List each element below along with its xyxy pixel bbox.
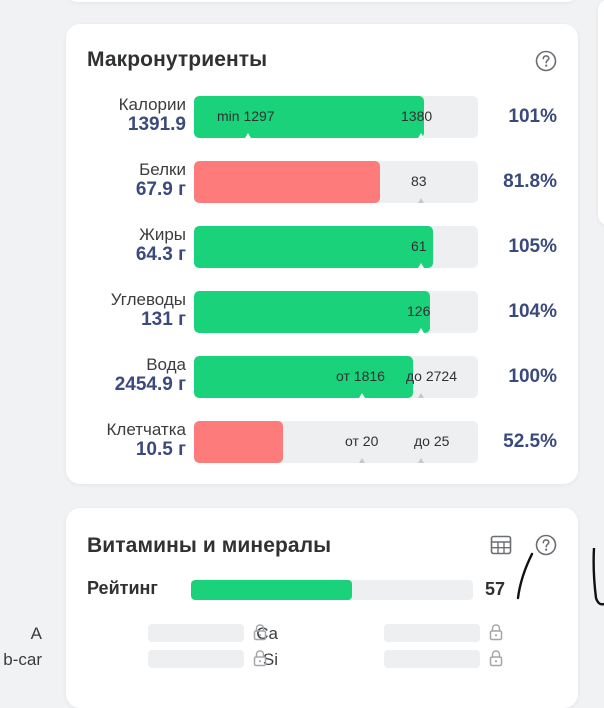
target-label: min 1297 <box>217 108 275 124</box>
macro-row: Клетчатка 10.5 г от 20 до 25 52.5% <box>66 419 578 463</box>
nutrient-bar <box>384 624 480 642</box>
table-grid-icon[interactable] <box>490 534 512 556</box>
macro-progress-fill <box>194 161 380 203</box>
target-marker <box>418 133 424 138</box>
macro-progress-fill <box>194 291 430 333</box>
target-label: от 20 <box>345 433 379 449</box>
macro-progress-bar: 83 <box>194 161 478 203</box>
target-marker <box>359 458 365 463</box>
nutrient-bar <box>384 650 480 668</box>
macronutrients-card: Макронутриенты Калории 1391.9 min 1297 1380… <box>66 24 578 484</box>
macro-progress-bar: от 20 до 25 <box>194 421 478 463</box>
macro-progress-fill <box>194 356 413 398</box>
rating-label: Рейтинг <box>87 578 158 598</box>
nutrient-bar <box>148 624 244 642</box>
rating-value: 57 <box>485 579 506 599</box>
macro-name: Белки <box>139 160 186 179</box>
macro-name: Жиры <box>139 225 186 244</box>
macro-name: Клетчатка <box>106 420 187 439</box>
macro-progress-fill <box>194 96 424 138</box>
lock-icon <box>489 624 503 641</box>
nutrient-name: Si <box>262 650 278 669</box>
macro-row: Калории 1391.9 min 1297 1380 101% <box>66 94 578 138</box>
nutrient-bar <box>148 650 244 668</box>
macro-percent: 101% <box>508 106 557 127</box>
target-marker <box>245 133 251 138</box>
previous-card <box>66 0 578 2</box>
macro-amount: 1391.9 <box>127 114 186 135</box>
lock-icon <box>489 650 503 667</box>
rating-bar-fill <box>191 580 352 600</box>
target-label: до 2724 <box>406 368 457 384</box>
target-label: 1380 <box>401 108 433 124</box>
adjacent-card <box>598 0 604 225</box>
macro-progress-fill <box>194 421 283 463</box>
target-label: от 1816 <box>336 368 385 384</box>
target-marker <box>418 458 424 463</box>
lock-icon <box>253 624 267 641</box>
macro-progress-bar: min 1297 1380 <box>194 96 478 138</box>
target-marker <box>418 328 424 333</box>
vitamins-minerals-card: Витамины и минералы Рейтинг 57 A b-car C… <box>3 508 578 708</box>
help-circle-icon[interactable] <box>535 534 557 556</box>
macro-progress-bar: 126 <box>194 291 478 333</box>
macro-percent: 52.5% <box>503 431 557 452</box>
macro-amount: 10.5 г <box>135 439 186 460</box>
macro-row: Вода 2454.9 г от 1816 до 2724 100% <box>66 354 578 398</box>
nutrient-name: A <box>30 624 42 643</box>
macro-name: Углеводы <box>110 290 186 309</box>
lock-icon <box>253 650 267 667</box>
macro-percent: 81.8% <box>503 171 557 192</box>
macro-percent: 105% <box>508 236 557 257</box>
target-marker <box>418 198 424 203</box>
macro-amount: 2454.9 г <box>114 374 186 395</box>
macro-row: Жиры 64.3 г 61 105% <box>66 224 578 268</box>
macro-row: Белки 67.9 г 83 81.8% <box>66 159 578 203</box>
nutrient-name: b-car <box>3 650 42 669</box>
macro-name: Вода <box>146 355 186 374</box>
macro-percent: 100% <box>508 366 557 387</box>
help-circle-icon[interactable] <box>535 50 557 72</box>
macro-progress-fill <box>194 226 433 268</box>
rating-bar <box>191 580 473 600</box>
target-marker <box>359 393 365 398</box>
scribble-mark <box>516 548 604 606</box>
macro-percent: 104% <box>508 301 557 322</box>
macro-amount: 131 г <box>141 309 186 330</box>
macro-name: Калории <box>118 95 186 114</box>
target-marker <box>418 263 424 268</box>
target-label: 126 <box>407 303 431 319</box>
vitamins-title: Витамины и минералы <box>87 534 332 557</box>
macro-amount: 67.9 г <box>135 179 186 200</box>
macro-amount: 64.3 г <box>135 244 186 265</box>
macro-row: Углеводы 131 г 126 104% <box>66 289 578 333</box>
target-label: 83 <box>411 173 427 189</box>
nutrient-name: Ca <box>256 624 278 643</box>
macro-progress-bar: от 1816 до 2724 <box>194 356 478 398</box>
macronutrients-title: Макронутриенты <box>87 48 268 71</box>
target-marker <box>418 393 424 398</box>
target-label: 61 <box>411 238 427 254</box>
macro-progress-bar: 61 <box>194 226 478 268</box>
target-label: до 25 <box>414 433 450 449</box>
